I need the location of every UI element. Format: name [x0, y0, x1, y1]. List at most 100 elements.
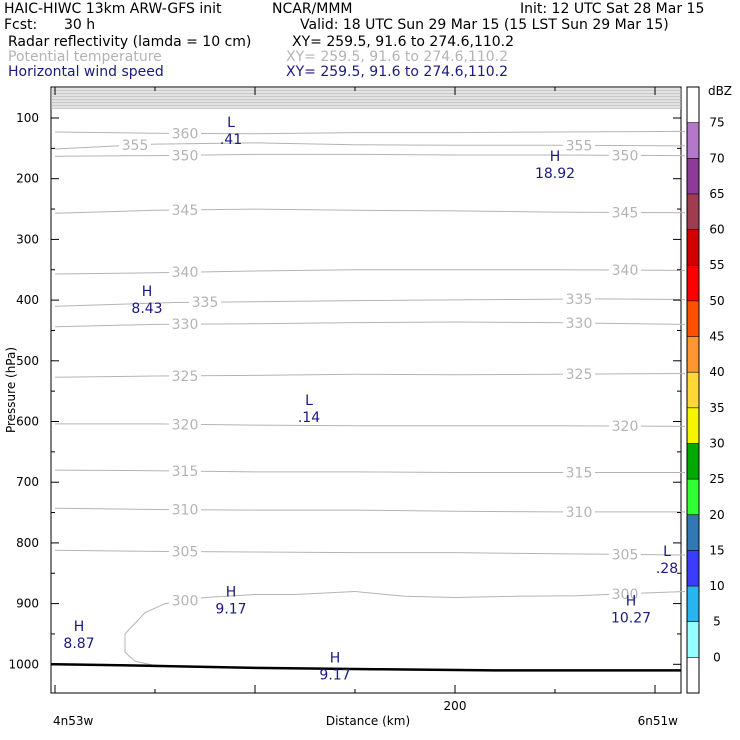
colorbar-level-label: 55 [709, 258, 724, 272]
y-tick-label: 700 [16, 475, 39, 489]
org-label: NCAR/MMM [272, 1, 353, 17]
contour-label-bg [169, 543, 201, 559]
colorbar-segment [687, 229, 699, 266]
field-theta-xy: XY= 259.5, 91.6 to 274.6,110.2 [286, 49, 509, 65]
colorbar-segment [687, 657, 699, 693]
colorbar-level-label: 65 [709, 187, 724, 201]
colorbar-frame [686, 86, 700, 694]
theta-contour-label: 315 [172, 464, 199, 480]
colorbar-level-label: 20 [709, 508, 724, 522]
contour-label-bg [169, 416, 201, 432]
colorbar-level-label: 45 [709, 330, 724, 344]
contour-label-bg [563, 503, 595, 519]
theta-contour-305 [54, 549, 686, 556]
contour-label-bg [563, 291, 595, 307]
theta-contour-350 [54, 153, 686, 157]
wind-extremum-value: 9.17 [319, 668, 350, 684]
wind-low-marker: L [663, 544, 671, 560]
theta-contour-label: 305 [612, 547, 639, 563]
wind-extremum-value: 9.17 [215, 601, 246, 617]
theta-contour-310 [54, 507, 685, 513]
colorbar-segment [687, 87, 699, 123]
contour-label-bg [609, 262, 641, 278]
contour-label-bg [563, 137, 595, 153]
colorbar-segment [687, 158, 699, 194]
colorbar-level-label: 5 [713, 615, 721, 629]
wind-extrema: L.41H18.92H8.43L.14H9.17H8.87H9.17H10.27… [63, 115, 678, 683]
theta-contour-label: 345 [612, 205, 639, 221]
contour-label-bg [609, 418, 641, 434]
wind-extremum-value: .28 [656, 561, 678, 577]
wind-extremum-value: .41 [220, 132, 242, 148]
colorbar-level-label: 15 [709, 543, 724, 557]
init-time: Init: 12 UTC Sat 28 Mar 15 [520, 1, 705, 17]
contour-label-bg [169, 592, 201, 608]
x-axis-title: Distance (km) [326, 714, 410, 728]
contour-label-bg [169, 463, 201, 479]
contour-label-bg [563, 366, 595, 382]
wind-extremum-value: 8.87 [63, 636, 94, 652]
contour-label-bg [609, 204, 641, 220]
theta-contour-label: 350 [612, 148, 639, 164]
wind-low-marker: L [305, 393, 313, 409]
y-tick-label: 200 [16, 172, 39, 186]
theta-contour-label: 305 [172, 545, 199, 561]
contour-label-bg [169, 316, 201, 332]
theta-contour-355 [54, 142, 686, 150]
theta-contour-label: 325 [172, 369, 199, 385]
wind-high-marker: H [330, 651, 341, 667]
colorbar-segment [687, 265, 699, 301]
theta-contour-label: 330 [566, 316, 593, 332]
y-tick-label: 900 [16, 597, 39, 611]
colorbar-level-label: 75 [709, 116, 724, 130]
wind-high-marker: H [142, 284, 153, 300]
theta-contour-315 [54, 469, 685, 473]
theta-contour-label: 360 [172, 126, 199, 142]
theta-contour-340 [54, 269, 686, 275]
colorbar-level-label: 25 [709, 472, 724, 486]
theta-contour-label: 340 [172, 265, 199, 281]
colorbar-segment [687, 336, 699, 373]
y-tick-label: 400 [16, 293, 39, 307]
forecast-hours: 30 h [64, 17, 96, 33]
x-right-endpoint: 6n51w [638, 714, 679, 728]
field-wind-name: Horizontal wind speed [8, 64, 164, 80]
contour-label-bg [169, 201, 201, 217]
y-tick-label: 500 [16, 354, 39, 368]
x-left-endpoint: 4n53w [53, 714, 94, 728]
colorbar-level-label: 10 [709, 579, 724, 593]
theta-contour-label: 335 [192, 295, 219, 311]
x-tick-label: 200 [444, 699, 467, 713]
theta-contour-360 [54, 130, 686, 135]
wind-extremum-value: 10.27 [611, 611, 651, 627]
theta-contour-330 [54, 321, 686, 328]
theta-contour-label: 355 [122, 138, 149, 154]
colorbar-segment [687, 550, 699, 587]
colorbar-segment [687, 122, 699, 159]
colorbar-level-label: 35 [709, 401, 724, 415]
field-reflectivity-name: Radar reflectivity (lamda = 10 cm) [8, 34, 252, 50]
theta-contour-label: 335 [566, 292, 593, 308]
wind-extremum-value: 18.92 [535, 166, 575, 182]
colorbar: 0 5 10 15 20 25 30 35 40 45 50 55 60 65 70 75 [686, 86, 725, 694]
theta-contour-label: 325 [566, 367, 593, 383]
colorbar-level-label: 0 [713, 650, 721, 664]
field-reflectivity-xy: XY= 259.5, 91.6 to 274.6,110.2 [292, 34, 515, 50]
colorbar-segment [687, 514, 699, 551]
contour-label-bg [169, 367, 201, 383]
contour-label-bg [563, 464, 595, 480]
colorbar-unit: dBZ [708, 84, 732, 98]
theta-contours: 360 355 355 350 350 345 345 340 340 335 335 330 330 3… [54, 125, 686, 666]
theta-contour-label: 350 [172, 148, 199, 164]
field-theta-name: Potential temperature [8, 49, 162, 65]
colorbar-segment [687, 621, 699, 658]
theta-contour-label: 300 [612, 587, 639, 603]
model-title: HAIC-HIWC 13km ARW-GFS init [4, 1, 222, 17]
colorbar-segment [687, 193, 699, 230]
valid-time: Valid: 18 UTC Sun 29 Mar 15 (15 LST Sun … [300, 17, 669, 33]
theta-contour-320 [55, 423, 686, 427]
theta-contour-325 [54, 373, 686, 378]
contour-label-bg [119, 137, 151, 153]
field-wind-xy: XY= 259.5, 91.6 to 274.6,110.2 [286, 64, 509, 80]
